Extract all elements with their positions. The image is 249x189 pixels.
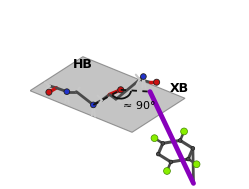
Circle shape (141, 74, 146, 79)
Circle shape (118, 87, 124, 93)
Polygon shape (30, 57, 185, 132)
Circle shape (64, 89, 70, 94)
Circle shape (46, 89, 52, 95)
Circle shape (151, 135, 158, 142)
Circle shape (154, 79, 160, 85)
Circle shape (193, 161, 200, 168)
Circle shape (178, 139, 182, 142)
Circle shape (156, 152, 160, 156)
Circle shape (181, 128, 187, 135)
Circle shape (90, 102, 96, 108)
Circle shape (169, 160, 173, 164)
Circle shape (191, 146, 195, 150)
Circle shape (161, 141, 165, 145)
Circle shape (186, 157, 190, 161)
Text: ≈ 90°: ≈ 90° (123, 101, 155, 111)
Circle shape (164, 168, 170, 174)
Text: XB: XB (170, 82, 189, 95)
Text: HB: HB (73, 58, 93, 71)
